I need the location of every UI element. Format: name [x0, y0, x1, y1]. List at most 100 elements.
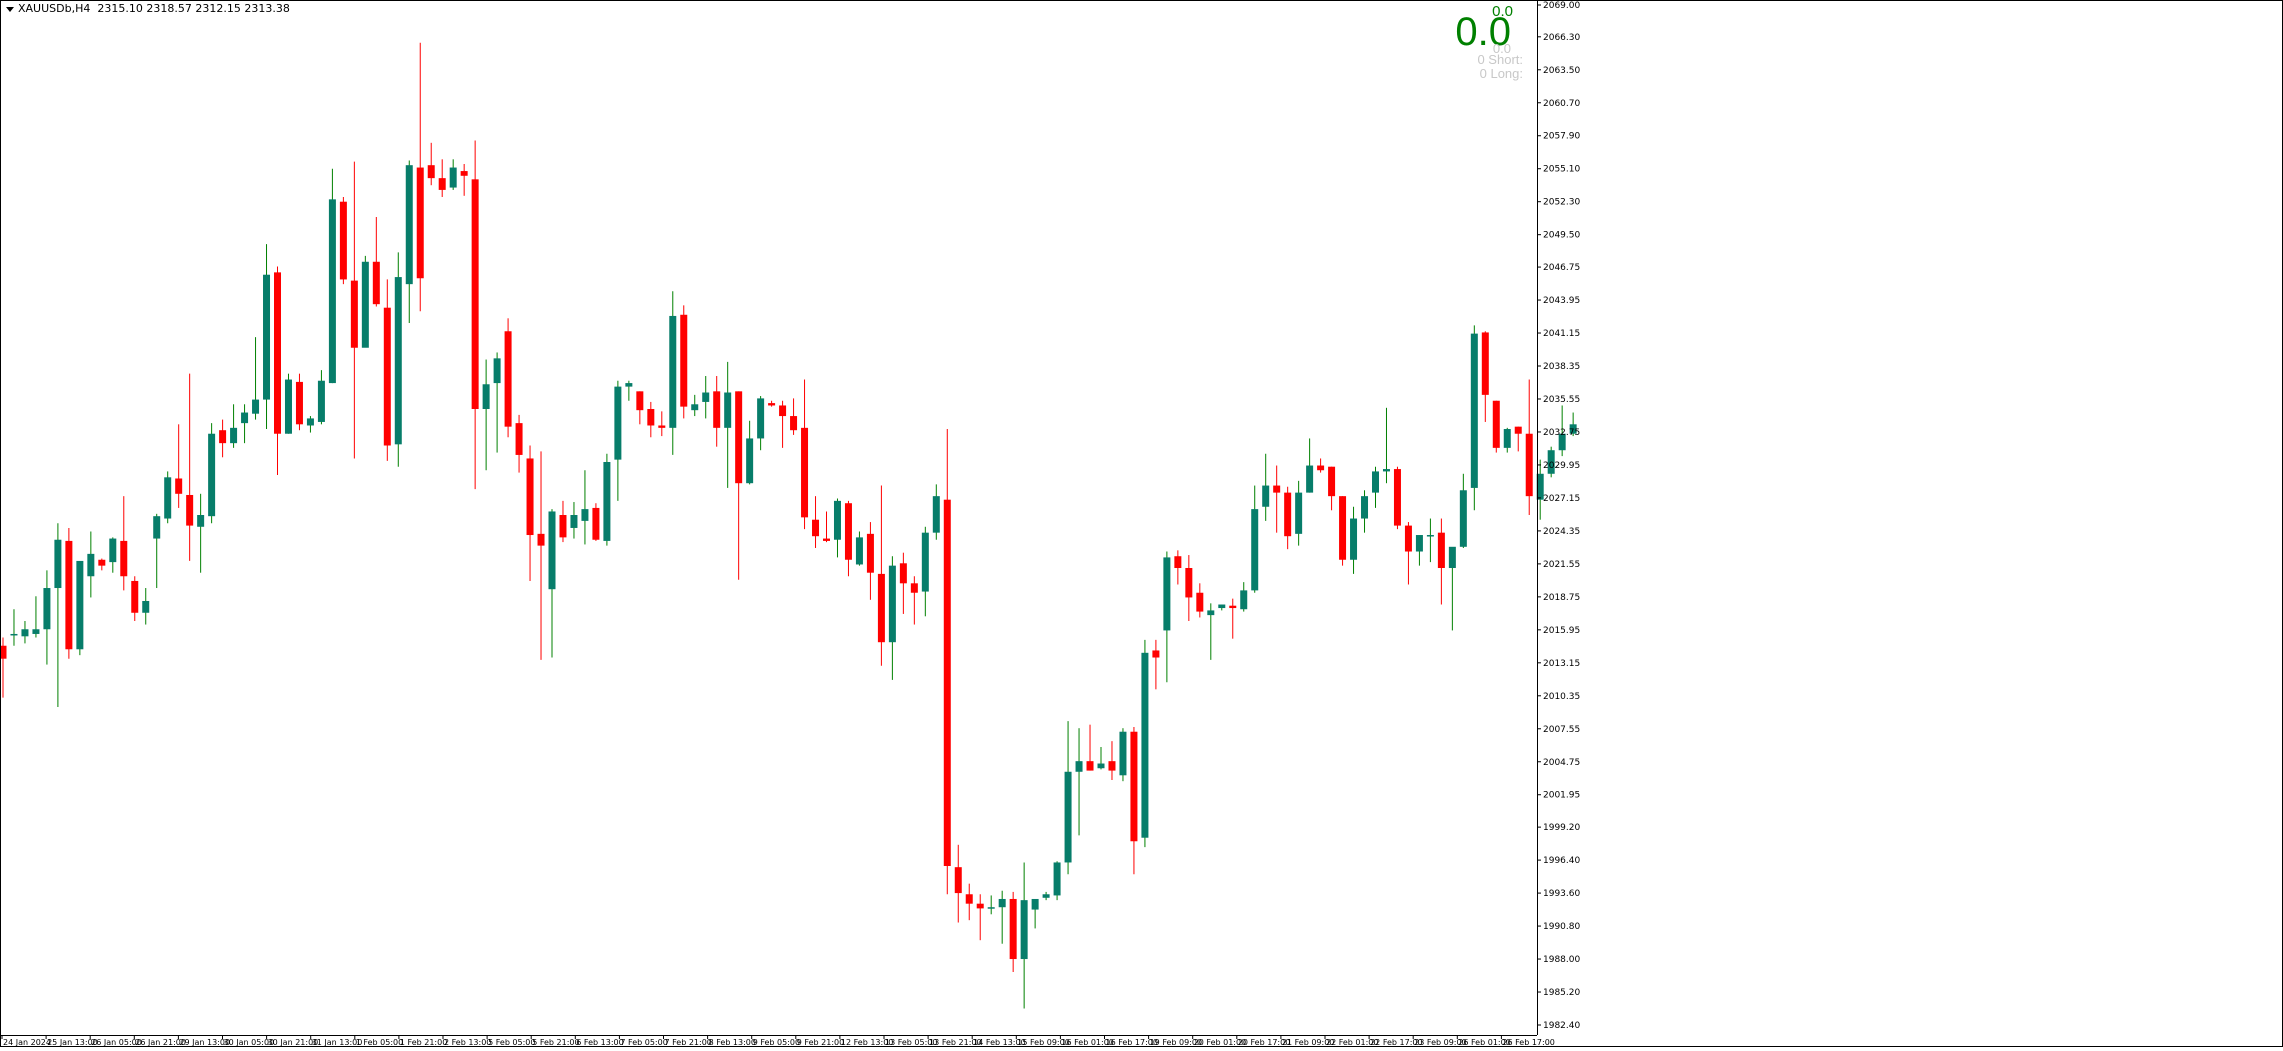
candle[interactable] — [537, 451, 545, 660]
candle[interactable] — [1339, 496, 1347, 566]
candle[interactable] — [186, 373, 194, 561]
candle[interactable] — [833, 498, 841, 558]
candle[interactable] — [1481, 331, 1489, 422]
candle[interactable] — [680, 305, 688, 419]
candle[interactable] — [1218, 604, 1226, 611]
candle[interactable] — [954, 844, 962, 923]
candle[interactable] — [1361, 490, 1369, 533]
candle[interactable] — [1229, 598, 1237, 639]
candle[interactable] — [526, 445, 534, 581]
candle[interactable] — [1558, 405, 1566, 457]
candle[interactable] — [471, 140, 479, 490]
candle[interactable] — [823, 511, 830, 543]
candle[interactable] — [1064, 721, 1072, 875]
candle[interactable] — [1119, 728, 1127, 782]
candle[interactable] — [0, 637, 7, 698]
candle[interactable] — [405, 160, 413, 324]
candle[interactable] — [768, 400, 776, 407]
candle[interactable] — [1426, 518, 1434, 563]
candle[interactable] — [548, 509, 556, 658]
candle[interactable] — [1492, 400, 1500, 453]
candle[interactable] — [54, 523, 62, 707]
candle[interactable] — [691, 394, 699, 417]
candle[interactable] — [350, 161, 358, 459]
candle[interactable] — [1020, 862, 1028, 1009]
candle[interactable] — [746, 420, 754, 485]
candle[interactable] — [252, 337, 260, 420]
candle[interactable] — [460, 164, 468, 196]
candle[interactable] — [943, 429, 951, 895]
candle[interactable] — [219, 419, 227, 458]
candle[interactable] — [482, 359, 490, 471]
candle[interactable] — [427, 142, 435, 186]
candle[interactable] — [779, 400, 787, 448]
candle[interactable] — [636, 391, 644, 425]
candle[interactable] — [1240, 582, 1248, 612]
candle[interactable] — [241, 404, 249, 444]
candle[interactable] — [581, 470, 589, 545]
candle[interactable] — [866, 522, 874, 600]
candle[interactable] — [1437, 518, 1445, 605]
candle[interactable] — [164, 471, 172, 524]
candle[interactable] — [735, 391, 743, 580]
candle[interactable] — [1448, 546, 1456, 631]
candle[interactable] — [98, 558, 106, 571]
candle[interactable] — [1163, 551, 1171, 683]
candle[interactable] — [877, 485, 885, 666]
candle[interactable] — [317, 370, 325, 425]
candle[interactable] — [559, 500, 567, 543]
candle[interactable] — [1130, 727, 1138, 875]
candle[interactable] — [724, 361, 732, 488]
candle[interactable] — [1075, 728, 1083, 836]
candle[interactable] — [812, 496, 820, 548]
candle[interactable] — [888, 556, 896, 680]
candle[interactable] — [1372, 466, 1379, 508]
candle[interactable] — [1031, 898, 1039, 929]
candle[interactable] — [1350, 506, 1358, 574]
candle[interactable] — [339, 196, 347, 285]
candle[interactable] — [1097, 747, 1105, 770]
candle[interactable] — [713, 376, 721, 447]
candle[interactable] — [592, 503, 600, 541]
candle[interactable] — [757, 396, 765, 451]
candle[interactable] — [801, 379, 809, 530]
candle[interactable] — [1174, 550, 1182, 585]
candle[interactable] — [449, 159, 457, 190]
candle[interactable] — [1393, 466, 1401, 530]
candle[interactable] — [76, 560, 84, 656]
candle[interactable] — [658, 411, 666, 437]
candle[interactable] — [790, 398, 798, 435]
candle[interactable] — [21, 621, 29, 644]
candle[interactable] — [131, 576, 139, 622]
candle[interactable] — [855, 531, 863, 566]
candle[interactable] — [416, 42, 424, 312]
candle[interactable] — [1404, 522, 1412, 585]
candle[interactable] — [1415, 535, 1423, 566]
candle[interactable] — [1525, 379, 1533, 515]
candle[interactable] — [87, 531, 95, 598]
candle[interactable] — [965, 883, 973, 921]
candle[interactable] — [998, 890, 1006, 944]
candle[interactable] — [899, 552, 907, 614]
candle[interactable] — [295, 373, 303, 431]
candle[interactable] — [1536, 459, 1544, 520]
chevron-down-icon[interactable] — [6, 6, 14, 12]
candle[interactable] — [976, 894, 984, 941]
candle[interactable] — [1009, 891, 1017, 972]
candle[interactable] — [702, 376, 710, 419]
candle[interactable] — [1251, 485, 1259, 593]
candle[interactable] — [1196, 583, 1204, 618]
candle[interactable] — [1459, 473, 1467, 548]
candle[interactable] — [1382, 407, 1390, 484]
candle[interactable] — [284, 373, 292, 434]
candle[interactable] — [208, 423, 216, 524]
candle[interactable] — [932, 484, 940, 540]
candle[interactable] — [383, 279, 391, 461]
candle[interactable] — [1207, 603, 1215, 660]
candle[interactable] — [504, 318, 512, 438]
candle[interactable] — [394, 252, 402, 467]
candle[interactable] — [493, 352, 501, 453]
candle[interactable] — [570, 502, 578, 539]
candle[interactable] — [1273, 465, 1281, 533]
